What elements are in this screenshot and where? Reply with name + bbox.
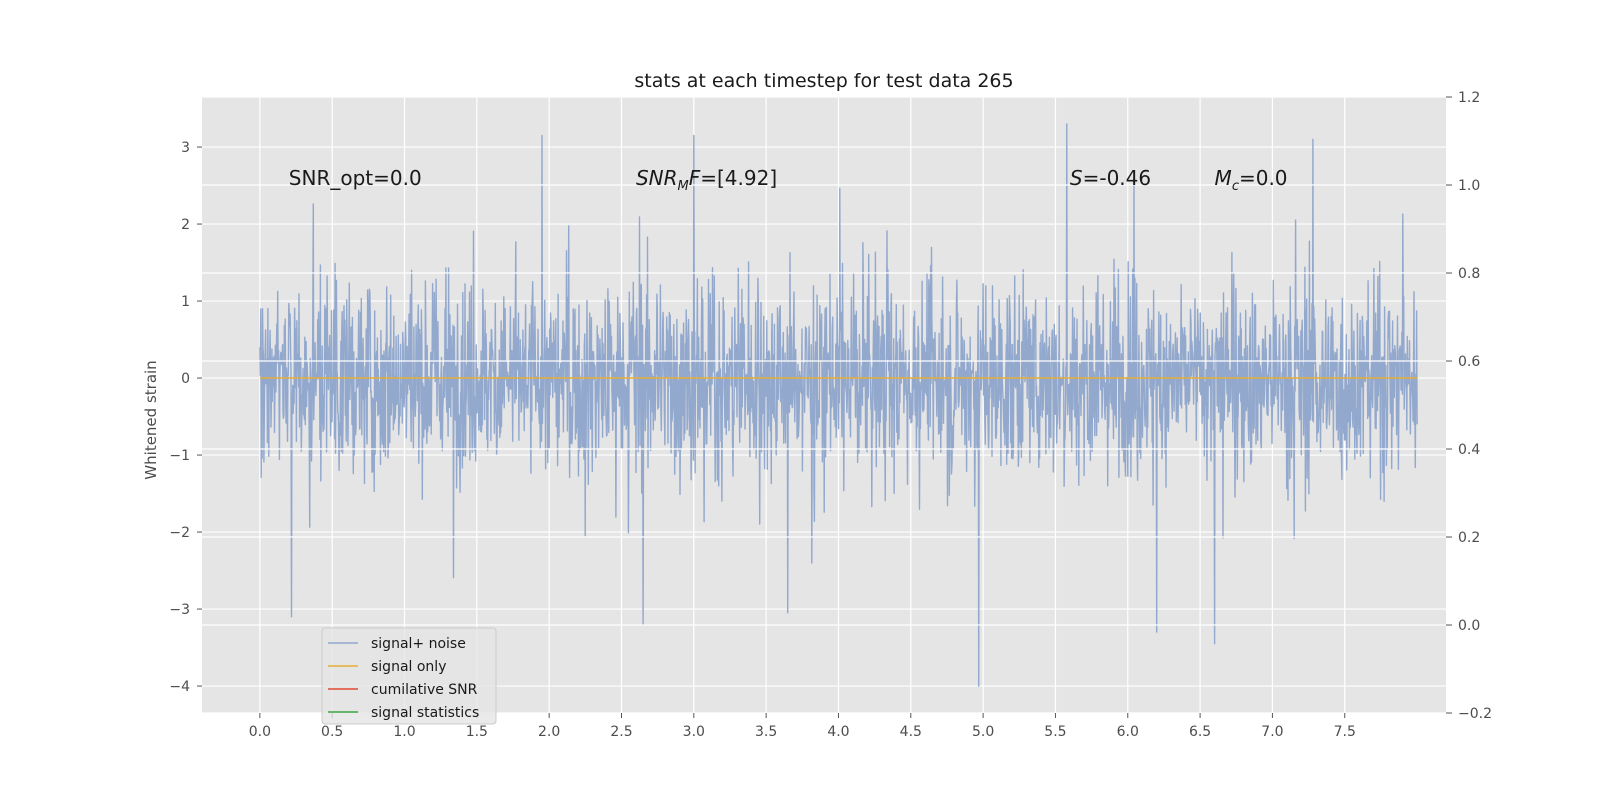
x-axis: 0.0 0.5 1.0 1.5 2.0 2.5 3.0 3.5 4.0 4.5 5.0 5.5 6.0 6… bbox=[249, 713, 1356, 740]
annotations: SNR_opt=0.0 SNRMF=[4.92] S=-0.46 Mc=0.0 bbox=[289, 166, 1288, 194]
y2-tick-label: 1.2 bbox=[1458, 90, 1480, 106]
y2-tick-label: 0.0 bbox=[1458, 618, 1480, 634]
legend-label: signal statistics bbox=[371, 705, 479, 721]
x-tick-label: 3.5 bbox=[755, 724, 777, 740]
grid-lines-secondary bbox=[202, 96, 1446, 714]
signal-noise-line bbox=[259, 123, 1418, 687]
x-tick-label: 7.5 bbox=[1334, 724, 1356, 740]
y-axis: 3 2 1 0 −1 −2 −3 −4 bbox=[169, 140, 202, 695]
y2-tick-label: 0.2 bbox=[1458, 530, 1480, 546]
y-tick-label: 1 bbox=[181, 294, 190, 310]
legend-label: signal+ noise bbox=[371, 636, 466, 652]
x-tick-label: 2.0 bbox=[538, 724, 560, 740]
x-tick-label: 7.0 bbox=[1261, 724, 1283, 740]
y2-tick-label: −0.2 bbox=[1458, 706, 1492, 722]
y-tick-label: 0 bbox=[181, 371, 190, 387]
annotation: S=-0.46 bbox=[1070, 166, 1151, 190]
x-tick-label: 2.5 bbox=[610, 724, 632, 740]
y-tick-label: −3 bbox=[169, 602, 190, 618]
y-tick-label: 3 bbox=[181, 140, 190, 156]
x-tick-label: 3.0 bbox=[683, 724, 705, 740]
legend-box bbox=[321, 627, 497, 725]
legend-label: cumilative SNR bbox=[371, 682, 478, 698]
x-tick-label: 4.5 bbox=[900, 724, 922, 740]
y2-tick-label: 0.4 bbox=[1458, 442, 1480, 458]
y-tick-label: −1 bbox=[169, 448, 190, 464]
legend: signal+ noise signal only cumilative SNR si… bbox=[321, 627, 497, 725]
series-signal-noise bbox=[259, 123, 1418, 687]
x-tick-label: 0.0 bbox=[249, 724, 271, 740]
x-tick-label: 1.5 bbox=[466, 724, 488, 740]
y2-tick-label: 0.8 bbox=[1458, 266, 1480, 282]
annotation: Mc=0.0 bbox=[1215, 166, 1288, 194]
x-tick-label: 4.0 bbox=[827, 724, 849, 740]
annotation: SNRMF=[4.92] bbox=[636, 166, 777, 194]
x-tick-label: 6.5 bbox=[1189, 724, 1211, 740]
y-axis-label: Whitened strain bbox=[142, 360, 160, 479]
y2-tick-label: 0.6 bbox=[1458, 354, 1480, 370]
y-tick-label: −2 bbox=[169, 525, 190, 541]
annotation: SNR_opt=0.0 bbox=[289, 166, 422, 190]
x-tick-label: 0.5 bbox=[321, 724, 343, 740]
y-tick-label: 2 bbox=[181, 217, 190, 233]
y2-tick-label: 1.0 bbox=[1458, 178, 1480, 194]
x-tick-label: 6.0 bbox=[1117, 724, 1139, 740]
y2-axis: 1.2 1.0 0.8 0.6 0.4 0.2 0.0 −0.2 bbox=[1446, 90, 1492, 722]
y-tick-label: −4 bbox=[169, 679, 190, 695]
chart-title: stats at each timestep for test data 265 bbox=[634, 70, 1013, 92]
x-tick-label: 5.0 bbox=[972, 724, 994, 740]
x-tick-label: 5.5 bbox=[1044, 724, 1066, 740]
x-tick-label: 1.0 bbox=[393, 724, 415, 740]
legend-label: signal only bbox=[371, 659, 446, 675]
